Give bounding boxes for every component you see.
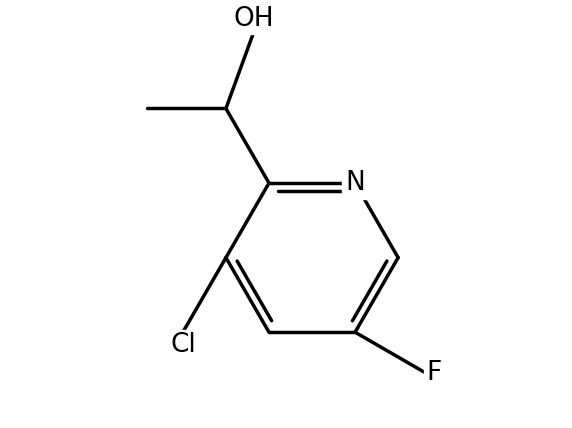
Text: N: N <box>345 170 365 196</box>
Text: OH: OH <box>233 6 274 32</box>
Text: Cl: Cl <box>170 332 196 358</box>
Text: F: F <box>426 360 441 386</box>
